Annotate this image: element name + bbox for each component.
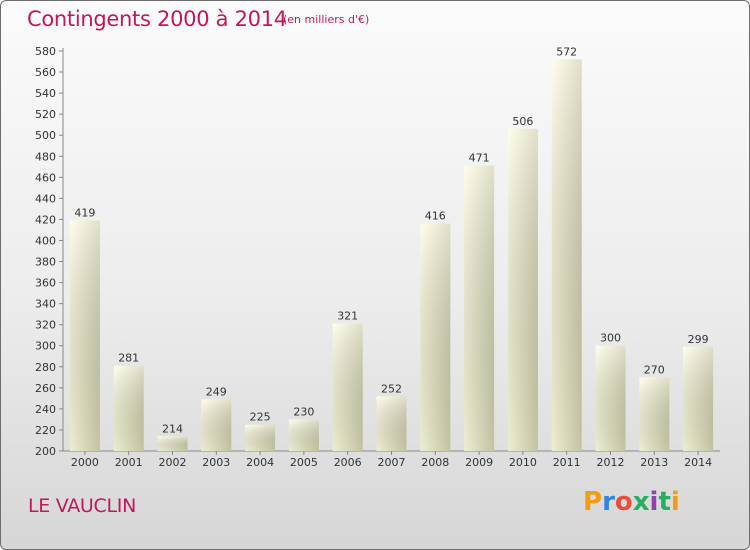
bar-shade-2000 (69, 220, 100, 451)
y-tick-label: 500 (35, 129, 56, 142)
data-label-2005: 230 (293, 405, 314, 418)
y-tick-label: 260 (35, 382, 56, 395)
x-tick-label-2014: 2014 (684, 456, 712, 469)
y-tick-label: 220 (35, 424, 56, 437)
x-tick-label-2003: 2003 (202, 456, 230, 469)
y-tick-label: 200 (35, 445, 56, 458)
x-tick-label-2006: 2006 (334, 456, 362, 469)
y-tick-label: 440 (35, 192, 56, 205)
y-tick-label: 340 (35, 298, 56, 311)
data-label-2007: 252 (381, 382, 402, 395)
chart-subtitle: (en milliers d'€) (283, 13, 370, 26)
data-label-2000: 419 (74, 206, 95, 219)
data-label-2011: 572 (556, 45, 577, 58)
x-tick-label-2004: 2004 (246, 456, 274, 469)
data-label-2012: 300 (600, 332, 621, 345)
x-tick-label-2002: 2002 (159, 456, 187, 469)
bar-shade-2014 (683, 346, 714, 451)
y-tick-label: 420 (35, 213, 56, 226)
y-tick-label: 480 (35, 150, 56, 163)
bar-shade-2011 (551, 59, 582, 451)
bar-shade-2007 (376, 396, 407, 451)
bar-shade-2013 (639, 377, 670, 451)
data-label-2002: 214 (162, 422, 183, 435)
data-label-2010: 506 (512, 115, 533, 128)
x-tick-label-2008: 2008 (421, 456, 449, 469)
y-tick-label: 460 (35, 171, 56, 184)
x-tick-label-2013: 2013 (640, 456, 668, 469)
bar-shade-2005 (288, 419, 319, 451)
bar-shade-2012 (595, 345, 626, 451)
y-tick-label: 540 (35, 87, 56, 100)
y-tick-label: 520 (35, 108, 56, 121)
data-label-2014: 299 (688, 333, 709, 346)
x-tick-label-2012: 2012 (597, 456, 625, 469)
y-tick-label: 360 (35, 277, 56, 290)
bar-shade-2009 (464, 165, 495, 451)
data-label-2006: 321 (337, 310, 358, 323)
data-label-2003: 249 (206, 385, 227, 398)
bar-shade-2006 (332, 323, 363, 451)
x-tick-label-2000: 2000 (71, 456, 99, 469)
x-tick-label-2009: 2009 (465, 456, 493, 469)
y-tick-label: 580 (35, 45, 56, 58)
y-tick-label: 560 (35, 66, 56, 79)
data-label-2008: 416 (425, 210, 446, 223)
bar-shade-2003 (201, 399, 232, 451)
proxiti-logo: Proxiti (583, 487, 680, 517)
y-tick-label: 400 (35, 234, 56, 247)
y-tick-label: 280 (35, 361, 56, 374)
bar-shade-2010 (507, 128, 538, 451)
bar-shade-2008 (420, 223, 451, 451)
bar-shade-2001 (113, 365, 144, 451)
data-label-2013: 270 (644, 363, 665, 376)
data-label-2001: 281 (118, 352, 139, 365)
x-tick-label-2007: 2007 (378, 456, 406, 469)
x-tick-label-2005: 2005 (290, 456, 318, 469)
data-label-2009: 471 (469, 152, 490, 165)
place-name: LE VAUCLIN (28, 495, 136, 517)
y-tick-label: 240 (35, 403, 56, 416)
x-tick-label-2010: 2010 (509, 456, 537, 469)
x-tick-label-2011: 2011 (553, 456, 581, 469)
chart-title: Contingents 2000 à 2014 (27, 7, 287, 31)
bar-shade-2004 (245, 424, 276, 451)
data-label-2004: 225 (250, 411, 271, 424)
bar-shade-2002 (157, 436, 188, 451)
y-tick-label: 320 (35, 319, 56, 332)
y-tick-label: 300 (35, 340, 56, 353)
y-tick-label: 380 (35, 256, 56, 269)
x-tick-label-2001: 2001 (115, 456, 143, 469)
